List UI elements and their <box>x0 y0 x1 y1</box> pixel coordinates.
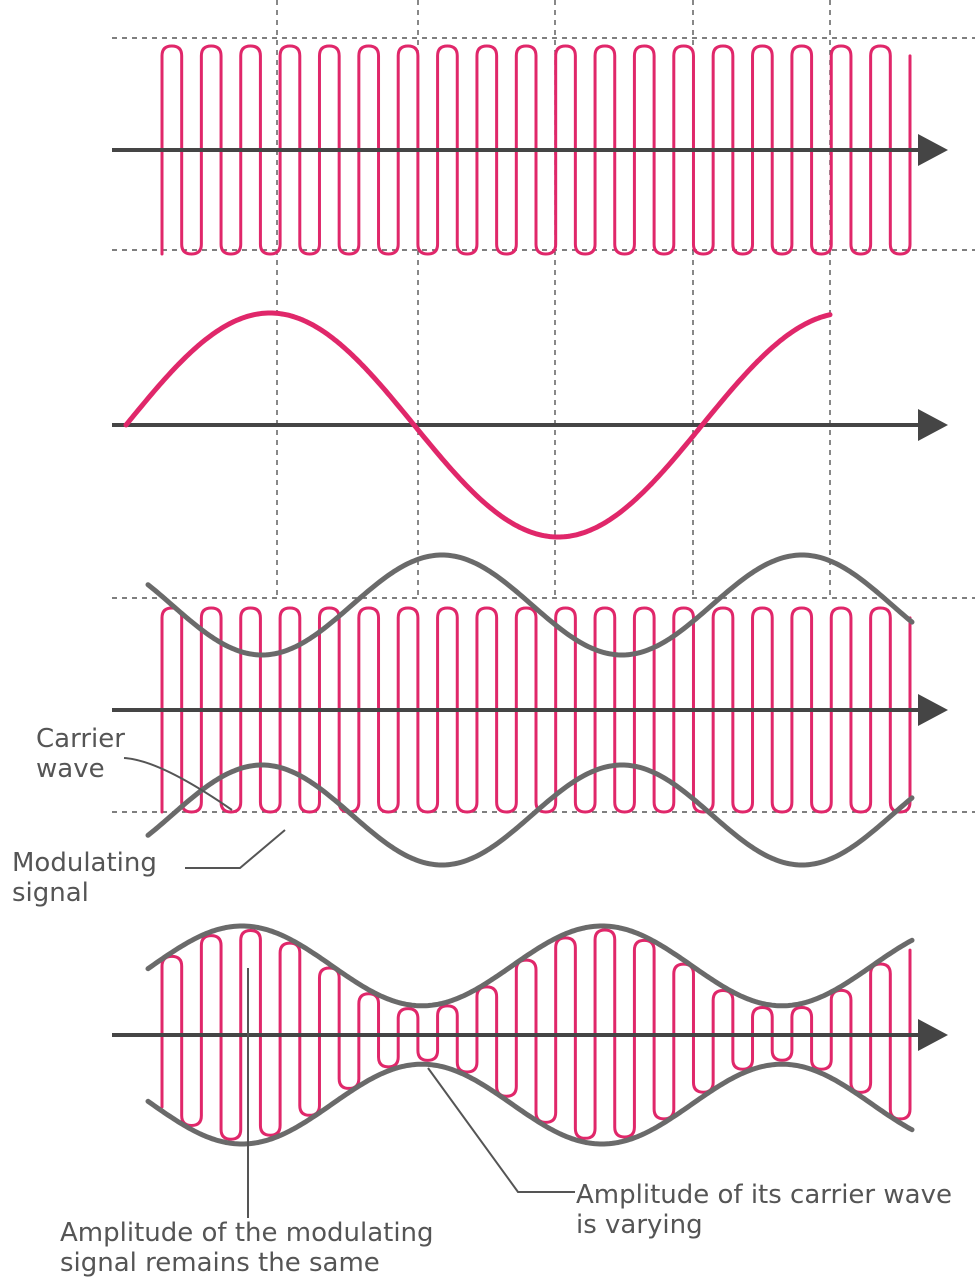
axis-arrow-icon <box>918 409 948 441</box>
axis-arrow-icon <box>918 134 948 166</box>
modulating-signal-upper-curve <box>145 552 915 658</box>
modulating-amplitude-label: Amplitude of the modulating signal remai… <box>60 1218 442 1278</box>
label-line: Amplitude of its carrier wave <box>576 1180 952 1210</box>
carrier-wave-label: Carrier wave <box>36 724 133 784</box>
label-line: Carrier <box>36 724 125 754</box>
upper-envelope-curve <box>145 923 915 1009</box>
modulating-signal-lower-curve <box>145 762 915 868</box>
modulated-carrier-curve <box>160 928 912 1141</box>
annotation-labels: Carrier wave Modulating signal Amplitude… <box>12 724 960 1278</box>
label-line: signal <box>12 878 89 908</box>
am-wave-panel <box>112 923 948 1147</box>
carrier-wave-leader <box>123 757 233 811</box>
modulating-signal-curve <box>123 310 833 540</box>
label-line: wave <box>36 754 105 784</box>
modulating-signal-panel <box>112 310 948 540</box>
modulating-signal-label: Modulating signal <box>12 848 165 908</box>
label-line: signal remains the same <box>60 1248 380 1278</box>
label-line: Amplitude of the modulating <box>60 1218 434 1248</box>
axis-arrow-icon <box>918 1019 948 1051</box>
carrier-amplitude-label: Amplitude of its carrier wave is varying <box>576 1180 960 1240</box>
carrier-amplitude-leader <box>427 1067 575 1193</box>
carrier-wave-panel <box>112 44 948 256</box>
lower-envelope-curve <box>145 1061 915 1147</box>
modulating-signal-leader <box>185 829 286 869</box>
label-line: Modulating <box>12 848 157 878</box>
annotation-leaders <box>123 757 575 1218</box>
axis-arrow-icon <box>918 694 948 726</box>
combined-panel <box>112 552 948 868</box>
label-line: is varying <box>576 1210 703 1240</box>
